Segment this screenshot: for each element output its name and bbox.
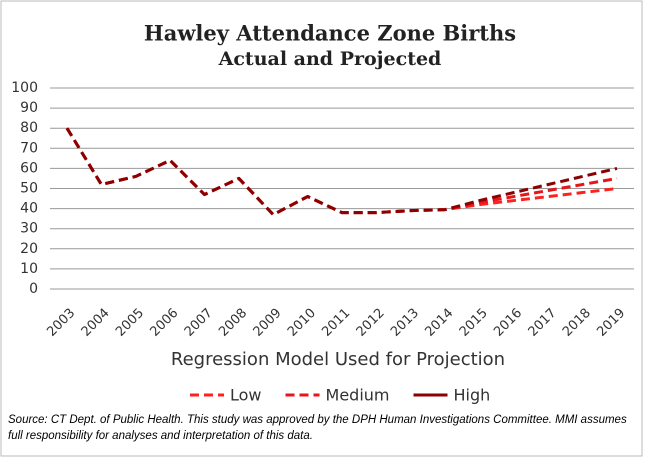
legend-label: Medium <box>326 386 390 405</box>
x-tick-label: 2019 <box>594 306 628 340</box>
x-tick-label: 2004 <box>79 306 113 340</box>
x-tick-label: 2010 <box>285 306 319 340</box>
source-note: Source: CT Dept. of Public Health. This … <box>8 414 627 442</box>
x-tick-label: 2008 <box>216 306 250 340</box>
x-tick-label: 2015 <box>457 306 491 340</box>
y-tick-label: 10 <box>20 261 38 277</box>
x-tick-label: 2003 <box>44 306 78 340</box>
y-tick-label: 70 <box>20 140 38 156</box>
y-tick-label: 100 <box>11 80 38 96</box>
y-tick-label: 50 <box>20 181 38 197</box>
y-tick-label: 40 <box>20 201 38 217</box>
legend-label: Low <box>230 386 262 405</box>
x-tick-label: 2017 <box>526 306 560 340</box>
x-tick-label: 2007 <box>182 306 216 340</box>
x-tick-label: 2013 <box>388 306 422 340</box>
y-tick-label: 80 <box>20 120 38 136</box>
chart-title: Hawley Attendance Zone Births <box>144 21 516 46</box>
x-tick-label: 2011 <box>319 306 353 340</box>
y-tick-label: 90 <box>20 100 38 116</box>
x-tick-label: 2009 <box>251 306 285 340</box>
y-tick-label: 30 <box>20 221 38 237</box>
x-tick-label: 2014 <box>422 306 456 340</box>
x-tick-label: 2005 <box>113 306 147 340</box>
x-axis-title: Regression Model Used for Projection <box>171 349 505 370</box>
y-tick-label: 60 <box>20 160 38 176</box>
legend-label: High <box>454 386 491 405</box>
x-tick-label: 2012 <box>354 306 388 340</box>
y-tick-label: 0 <box>29 281 38 297</box>
x-tick-label: 2006 <box>147 306 181 340</box>
x-tick-label: 2018 <box>560 306 594 340</box>
y-tick-label: 20 <box>20 241 38 257</box>
series-line <box>65 127 618 217</box>
x-tick-label: 2016 <box>491 306 525 340</box>
chart-subtitle: Actual and Projected <box>218 48 442 70</box>
